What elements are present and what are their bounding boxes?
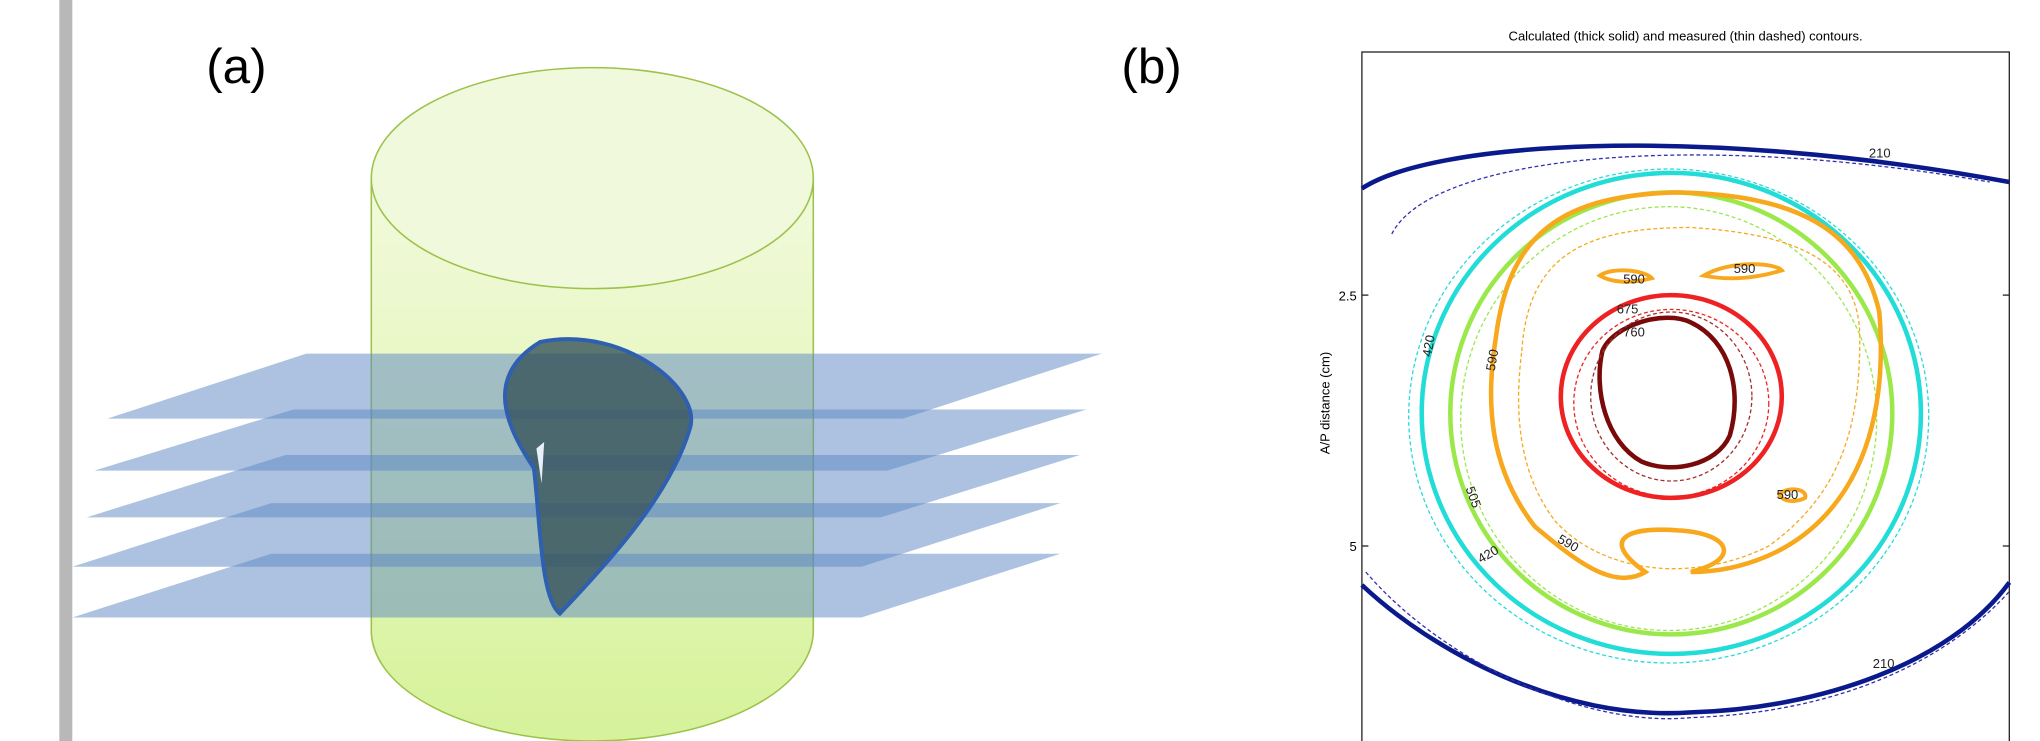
contour-label: 590 bbox=[1555, 531, 1581, 555]
contour-label: 420 bbox=[1475, 542, 1501, 566]
panel-label: (b) bbox=[1121, 39, 1181, 94]
contour-label: 505 bbox=[1463, 484, 1485, 510]
contour-label: 210 bbox=[1873, 656, 1895, 671]
figure: (a) (b) Calculated (thick solid) and mea… bbox=[0, 0, 2040, 741]
contour-label: 420 bbox=[1419, 334, 1438, 358]
y-axis-label: A/P distance (cm) bbox=[1317, 352, 1332, 454]
plot-title: Calculated (thick solid) and measured (t… bbox=[1509, 28, 1863, 43]
panel-label: (a) bbox=[206, 39, 266, 94]
contour-label: 590 bbox=[1734, 261, 1756, 276]
contour-label: 590 bbox=[1777, 487, 1799, 502]
contour-label: 675 bbox=[1617, 301, 1639, 316]
contour-label: 210 bbox=[1869, 145, 1891, 160]
contour-label: 760 bbox=[1623, 325, 1645, 340]
contour-label: 590 bbox=[1483, 348, 1502, 372]
side-bar bbox=[59, 0, 72, 741]
contours bbox=[1362, 146, 2009, 719]
contour-label: 590 bbox=[1623, 271, 1645, 286]
y-tick-label: 2.5 bbox=[1339, 288, 1357, 303]
y-tick-label: 5 bbox=[1349, 539, 1356, 554]
